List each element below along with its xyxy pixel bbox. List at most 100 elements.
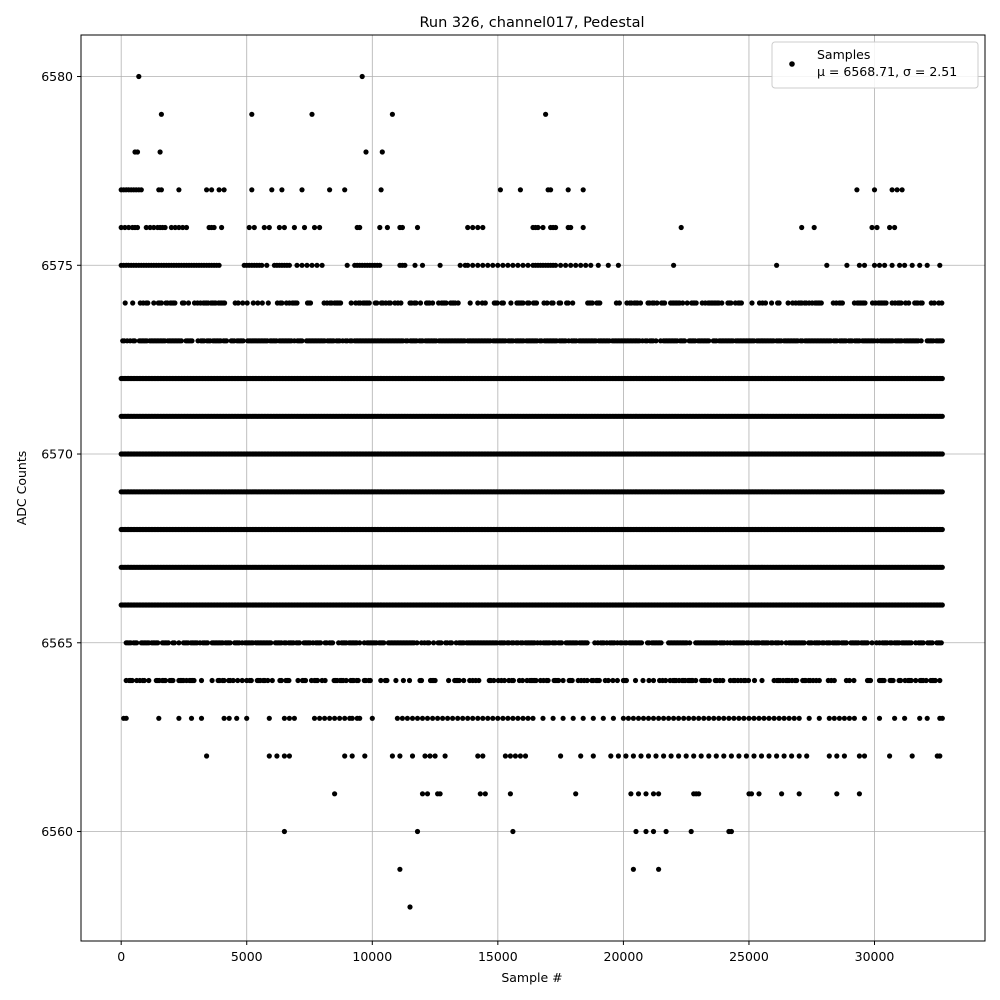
data-point — [176, 640, 182, 646]
data-point — [939, 375, 945, 382]
data-point — [864, 640, 871, 646]
data-point — [508, 300, 514, 306]
data-point — [728, 300, 734, 306]
data-point — [134, 640, 140, 646]
data-point — [520, 300, 526, 306]
data-point — [749, 300, 755, 306]
data-point — [939, 526, 945, 533]
data-point — [296, 640, 303, 646]
data-point — [259, 300, 265, 306]
data-point — [235, 677, 241, 684]
data-point — [449, 640, 455, 646]
data-point — [191, 677, 197, 684]
data-point — [801, 640, 807, 646]
data-point — [438, 640, 444, 646]
data-point — [818, 300, 824, 306]
data-point — [597, 300, 603, 306]
data-point — [205, 640, 211, 646]
data-point — [637, 300, 644, 306]
data-point — [189, 338, 195, 344]
data-point — [162, 677, 168, 684]
data-point — [122, 300, 128, 306]
data-point — [533, 300, 540, 306]
data-point — [862, 300, 868, 306]
data-point — [132, 338, 138, 344]
data-point — [785, 300, 791, 306]
data-point — [443, 300, 449, 306]
data-point — [235, 300, 241, 306]
data-point — [919, 300, 925, 306]
data-point — [307, 300, 314, 306]
data-point — [146, 677, 152, 684]
data-point — [638, 640, 645, 646]
data-point — [455, 300, 461, 306]
data-point — [227, 640, 233, 646]
data-point — [381, 640, 387, 646]
data-point — [762, 300, 769, 306]
data-point — [687, 640, 693, 646]
data-point — [426, 640, 432, 646]
data-point — [559, 640, 565, 646]
data-point — [181, 300, 187, 306]
data-point — [839, 300, 846, 306]
data-point — [185, 300, 192, 306]
chart-title: Run 326, channel017, Pedestal — [419, 15, 644, 31]
data-point — [209, 677, 215, 684]
data-point — [475, 300, 481, 306]
data-point — [939, 564, 945, 570]
data-point — [565, 300, 571, 306]
data-point — [286, 677, 292, 684]
data-points — [118, 73, 945, 910]
data-point — [221, 677, 227, 684]
data-point — [178, 338, 184, 344]
data-point — [265, 677, 271, 684]
data-point — [130, 300, 136, 306]
data-point — [939, 489, 945, 495]
data-point — [248, 677, 254, 684]
data-point — [931, 300, 937, 306]
data-point — [939, 300, 945, 306]
data-point — [658, 640, 664, 646]
data-point — [653, 338, 659, 344]
data-point — [662, 300, 668, 306]
data-point — [908, 640, 914, 646]
data-point — [172, 300, 178, 306]
data-point — [222, 300, 228, 306]
data-point — [239, 677, 245, 684]
data-point — [398, 300, 404, 306]
data-point — [413, 300, 419, 306]
data-point — [250, 300, 256, 306]
data-point — [589, 300, 595, 306]
data-point — [431, 640, 437, 646]
data-point — [165, 640, 171, 646]
data-point — [654, 300, 660, 306]
data-point — [387, 300, 393, 306]
data-point — [330, 640, 336, 646]
data-point — [558, 300, 564, 306]
data-point — [430, 300, 436, 306]
data-point — [224, 338, 230, 344]
data-point — [338, 300, 344, 306]
data-point — [467, 300, 473, 306]
data-point — [269, 677, 275, 684]
data-point — [776, 300, 782, 306]
data-point — [255, 300, 261, 306]
data-point — [939, 413, 945, 419]
data-point — [366, 300, 372, 306]
data-point — [295, 677, 301, 684]
data-point — [279, 300, 285, 306]
data-point — [145, 300, 151, 306]
data-point — [268, 640, 274, 646]
data-point — [769, 300, 775, 306]
data-point — [278, 677, 284, 684]
data-point — [920, 640, 926, 646]
data-point — [898, 300, 904, 306]
data-point — [843, 640, 850, 646]
data-point — [526, 300, 532, 306]
data-point — [302, 677, 309, 684]
data-point — [680, 300, 686, 306]
data-point — [684, 300, 690, 306]
data-point — [414, 640, 420, 646]
data-point — [693, 300, 699, 306]
data-point — [738, 300, 745, 306]
